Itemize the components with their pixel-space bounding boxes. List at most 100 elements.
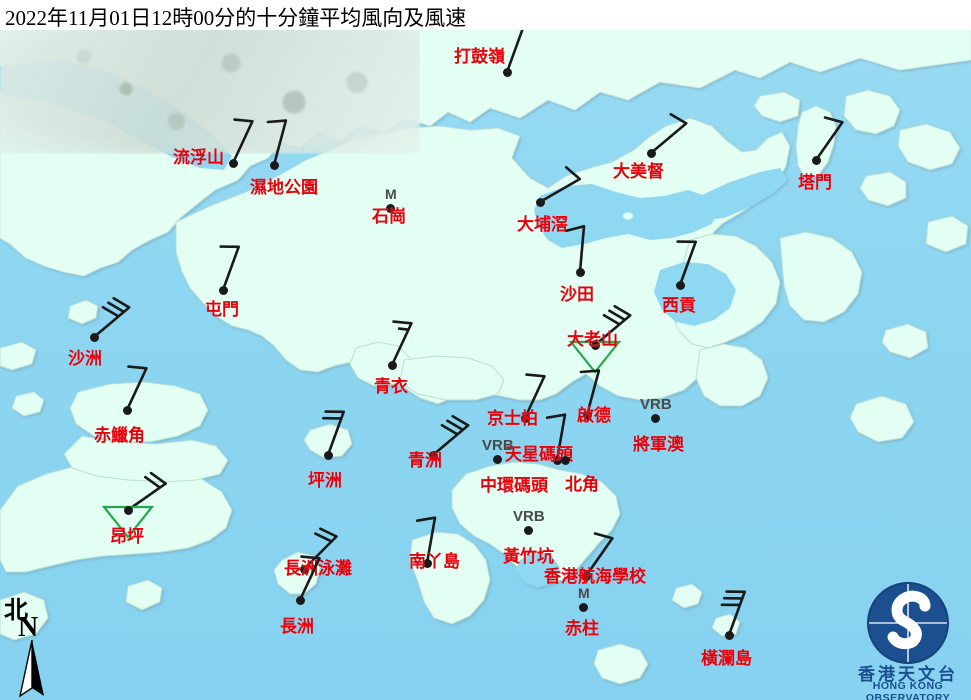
station-label: 大美督 bbox=[613, 162, 664, 181]
land-islet-w2 bbox=[0, 341, 37, 371]
hko-logo-icon bbox=[867, 582, 949, 664]
station-label: 昂坪 bbox=[110, 527, 144, 546]
island-tolo-small bbox=[623, 212, 633, 220]
station-label: 赤柱 bbox=[565, 619, 599, 638]
station-dot bbox=[811, 155, 821, 165]
wind-barb-icon bbox=[579, 369, 601, 417]
hko-logo-chinese: 香港天文台 bbox=[858, 665, 958, 684]
wind-barb-icon bbox=[720, 590, 746, 637]
variable-wind-marker: VRB bbox=[482, 437, 514, 454]
station-label: 大老山 bbox=[567, 330, 618, 349]
wind-barb-icon bbox=[92, 297, 131, 339]
station-label: 橫瀾島 bbox=[701, 649, 752, 668]
station-dot bbox=[428, 450, 438, 460]
wind-barb-icon bbox=[538, 166, 582, 204]
station-label: 大埔滘 bbox=[517, 215, 568, 234]
missing-data-marker: M bbox=[578, 585, 590, 601]
variable-wind-marker: VRB bbox=[513, 508, 545, 525]
station-label: 京士柏 bbox=[487, 409, 538, 428]
station-dot bbox=[387, 360, 397, 370]
land-islet-w1 bbox=[67, 299, 99, 325]
sea-aberdeen-channel bbox=[516, 552, 560, 588]
station-label: 長洲泳灘 bbox=[284, 559, 352, 578]
station-label: 流浮山 bbox=[173, 148, 224, 167]
land-po-toi bbox=[593, 643, 649, 685]
station-label: 天星碼頭 bbox=[505, 445, 573, 464]
station-dot bbox=[552, 455, 562, 465]
station-label: 打鼓嶺 bbox=[454, 47, 505, 66]
wind-barb-icon bbox=[390, 320, 413, 367]
land-islet-waglan bbox=[711, 613, 741, 637]
title-bar: 2022年11月01日12時00分的十分鐘平均風向及風速 bbox=[0, 0, 971, 30]
station-dot bbox=[582, 410, 592, 420]
station-label: 沙洲 bbox=[68, 349, 102, 368]
station-label: 石崗 bbox=[372, 207, 406, 226]
station-dot bbox=[123, 505, 133, 515]
station-label: 塔門 bbox=[798, 173, 832, 192]
wind-barb-icon bbox=[231, 118, 254, 165]
station-label: 赤鱲角 bbox=[94, 426, 145, 445]
station-label: 將軍澳 bbox=[633, 435, 684, 454]
compass-label-en: N bbox=[18, 612, 39, 643]
land-clearwater-bay bbox=[695, 343, 769, 407]
station-label: 西貢 bbox=[662, 296, 696, 315]
station-dot bbox=[578, 602, 588, 612]
missing-data-marker: M bbox=[385, 186, 397, 202]
compass-rose: 北 N bbox=[4, 590, 64, 700]
variable-wind-marker: VRB bbox=[640, 396, 672, 413]
station-label: 黃竹坑 bbox=[503, 547, 554, 566]
land-hong-kong-island bbox=[451, 461, 621, 585]
land-islet-se2 bbox=[849, 395, 915, 443]
station-dot bbox=[520, 413, 530, 423]
station-dot bbox=[502, 67, 512, 77]
wind-barb-icon bbox=[322, 410, 345, 457]
wind-barb-icon bbox=[415, 516, 437, 565]
station-dot bbox=[581, 571, 591, 581]
wind-barb-icon bbox=[814, 116, 844, 162]
hko-logo-english: HONG KONG OBSERVATORY bbox=[865, 680, 951, 700]
station-dot bbox=[122, 405, 132, 415]
station-dot bbox=[590, 340, 600, 350]
land-peng-chau bbox=[303, 423, 353, 459]
land-islet-e bbox=[881, 323, 929, 359]
station-label: 青衣 bbox=[374, 377, 408, 396]
station-dot bbox=[650, 413, 660, 423]
compass-label-cn: 北 bbox=[4, 598, 28, 624]
wind-barb-icon bbox=[649, 113, 688, 155]
land-islet-w3 bbox=[11, 391, 45, 417]
land-ne-island-c bbox=[859, 171, 907, 207]
north-arrow-icon bbox=[18, 640, 44, 698]
land-ne-island-d bbox=[753, 91, 801, 123]
wind-barb-icon bbox=[523, 373, 546, 420]
land-lamma bbox=[409, 531, 491, 625]
station-label: 濕地公園 bbox=[250, 178, 318, 197]
wind-barb-icon bbox=[266, 119, 288, 167]
wind-barb-icon bbox=[125, 365, 148, 412]
station-dot bbox=[299, 564, 309, 574]
station-dot bbox=[535, 197, 545, 207]
station-dot bbox=[646, 148, 656, 158]
wind-barb-icon bbox=[565, 224, 586, 274]
land-islet-s1 bbox=[125, 579, 163, 611]
hko-logo: 香港天文台 HONG KONG OBSERVATORY bbox=[845, 582, 971, 700]
wind-barb-icon bbox=[676, 240, 697, 287]
wind-barb-icon bbox=[126, 471, 167, 512]
station-label: 南丫島 bbox=[409, 552, 460, 571]
station-dot bbox=[228, 158, 238, 168]
sea-port-shelter bbox=[654, 262, 736, 326]
land-lantau-north-coast bbox=[63, 435, 229, 483]
station-dot bbox=[675, 280, 685, 290]
station-dot bbox=[385, 203, 395, 213]
land-chek-lap-kok bbox=[69, 381, 209, 443]
station-dot bbox=[323, 450, 333, 460]
station-dot bbox=[422, 558, 432, 568]
wind-barb-icon bbox=[584, 532, 614, 578]
station-dot bbox=[575, 267, 585, 277]
station-dot bbox=[295, 595, 305, 605]
station-dot bbox=[724, 630, 734, 640]
wind-barb-icon bbox=[302, 527, 338, 571]
land-sai-kung-east bbox=[779, 231, 863, 323]
station-label: 北角 bbox=[565, 475, 599, 494]
station-label: 中環碼頭 bbox=[480, 476, 548, 495]
land-islet-sw bbox=[0, 591, 49, 641]
